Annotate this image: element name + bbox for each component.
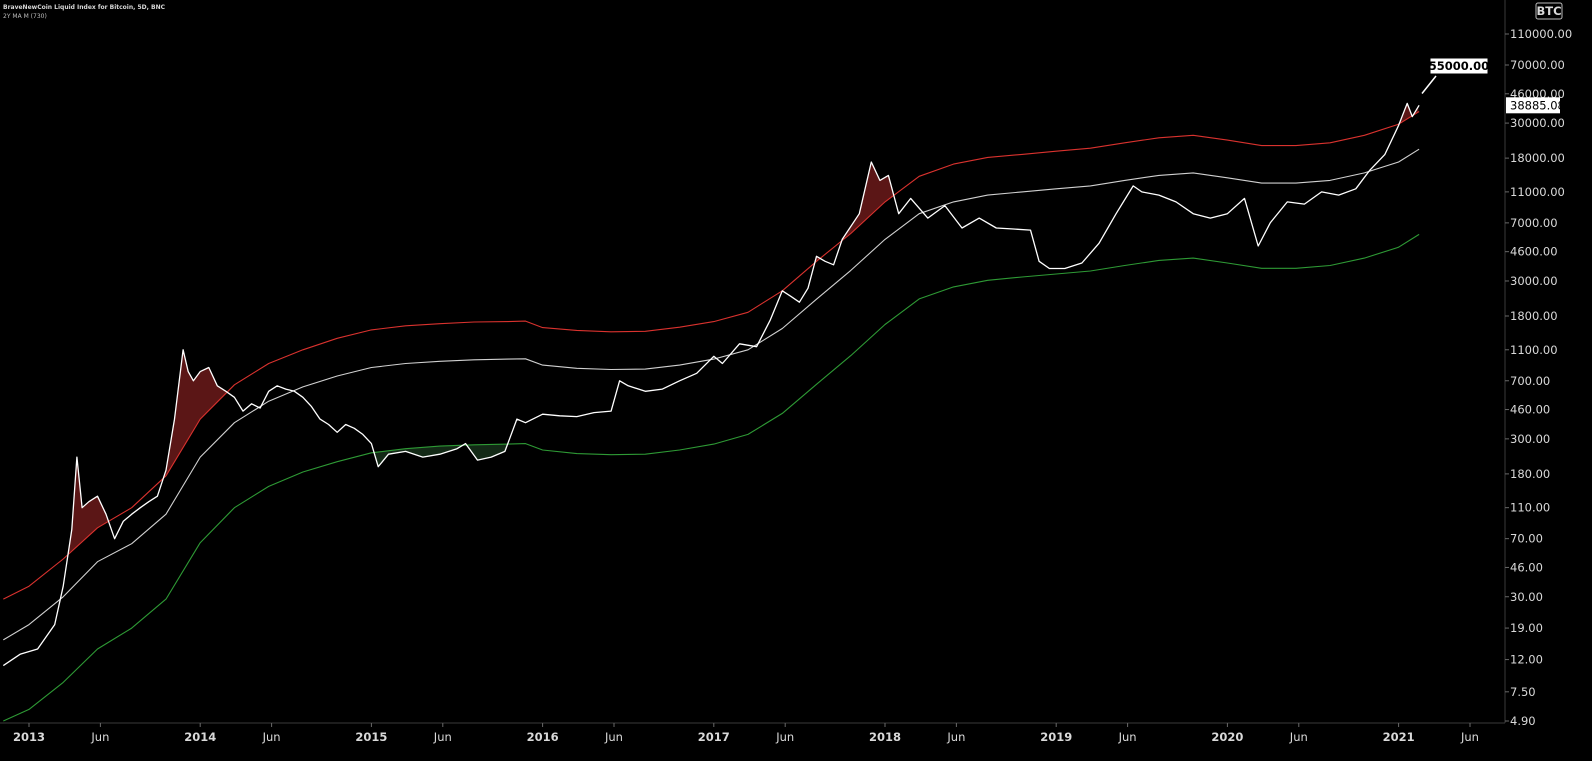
time-tick-label: 2013 [13,730,45,744]
undervalue-fill [467,444,508,461]
upper-band-line[interactable] [3,111,1420,600]
indicator-label[interactable]: 2Y MA M (730) [3,13,47,20]
currency-badge-label[interactable]: BTC [1536,4,1561,18]
overheat-fill [163,349,227,479]
price-tick-label: 70000.00 [1510,58,1565,72]
price-tick-label: 30000.00 [1510,116,1565,130]
time-tick-label: 2018 [869,730,901,744]
overheat-fill [1399,103,1412,124]
legend: BraveNewCoin Liquid Index for Bitcoin, 5… [3,3,165,21]
price-tick-label: 18000.00 [1510,151,1565,165]
price-tick-label: 30.00 [1510,590,1543,604]
price-line[interactable] [2,102,1420,667]
series-lines [2,102,1420,722]
price-tick-label: 700.00 [1510,374,1550,388]
ma-line[interactable] [3,148,1420,641]
time-tick-label: 2019 [1040,730,1072,744]
price-tick-label: 7000.00 [1510,216,1558,230]
time-tick-label: 2016 [527,730,559,744]
target-price-badge[interactable] [1429,57,1489,75]
time-tick-label: Jun [604,730,623,744]
time-tick-label: Jun [1460,730,1479,744]
currency-badge[interactable] [1535,2,1563,20]
time-tick-label: 2020 [1211,730,1243,744]
time-tick-label: 2021 [1383,730,1415,744]
undervalue-fill [374,445,463,467]
price-tick-label: 110000.00 [1510,27,1572,41]
price-tick-label: 180.00 [1510,467,1550,481]
price-tick-label: 1800.00 [1510,309,1558,323]
time-tick-label: 2015 [355,730,387,744]
price-tick-label: 300.00 [1510,432,1550,446]
price-tick-label: 11000.00 [1510,185,1565,199]
price-tick-label: 4600.00 [1510,245,1558,259]
price-tick-label: 110.00 [1510,501,1550,515]
lower-band-line[interactable] [3,233,1420,722]
price-tick-label: 7.50 [1510,685,1536,699]
price-tick-label: 1100.00 [1510,343,1558,357]
time-tick-label: 2014 [184,730,216,744]
time-tick-label: Jun [946,730,965,744]
last-price-badge[interactable] [1506,97,1560,114]
time-tick-label: Jun [1289,730,1308,744]
time-tick-label: Jun [262,730,281,744]
target-arrow [1421,75,1437,94]
symbol-title[interactable]: BraveNewCoin Liquid Index for Bitcoin, 5… [3,4,166,11]
price-axis[interactable]: 110000.00 70000.00 46000.00 30000.00 18000.0… [1504,0,1572,728]
time-tick-label: Jun [1118,730,1137,744]
price-tick-label: 46000.00 [1510,87,1565,101]
price-tick-label: 12.00 [1510,653,1543,667]
price-tick-label: 46.00 [1510,560,1543,574]
overheat-fill [68,457,108,555]
time-tick-label: Jun [775,730,794,744]
time-tick-label: Jun [433,730,452,744]
price-tick-label: 19.00 [1510,621,1543,635]
band-fills [68,103,1419,555]
time-tick-label: 2017 [698,730,730,744]
price-tick-label: 3000.00 [1510,274,1558,288]
time-axis[interactable]: 2013 Jun 2014 Jun 2015 Jun 2016 Jun 2017 Jun 2018 J… [0,722,1505,744]
price-badges: BTC 38885.08 55000.00 [1421,2,1565,114]
price-tick-label: 70.00 [1510,532,1543,546]
time-tick-label: Jun [90,730,109,744]
price-tick-label: 460.00 [1510,403,1550,417]
price-tick-label: 4.90 [1510,714,1536,728]
last-price-label: 38885.08 [1510,98,1565,112]
target-price-label: 55000.00 [1429,59,1489,73]
